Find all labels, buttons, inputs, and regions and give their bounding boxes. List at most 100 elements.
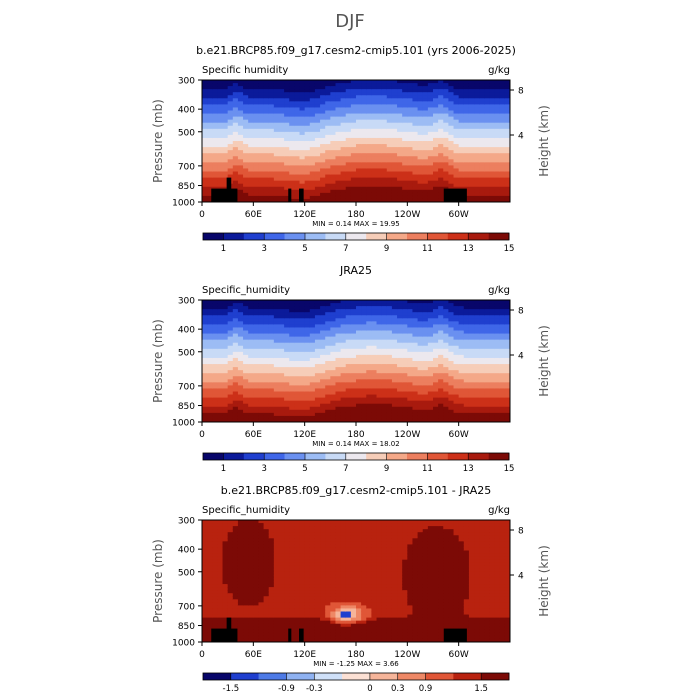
heatmap-cell [325,128,331,133]
heatmap-cell [371,125,378,130]
heatmap-cell [484,86,491,90]
heatmap-cell [304,125,311,130]
heatmap-cell [248,306,254,310]
heatmap-cell [371,162,378,166]
heatmap-cell [222,376,229,380]
heatmap-cell [325,107,331,112]
heatmap-cell [237,195,244,200]
heatmap-cell [289,86,295,90]
heatmap-cell [427,165,434,170]
heatmap-cell [417,382,424,386]
heatmap-cell [304,318,311,322]
heatmap-cell [212,153,218,157]
heatmap-cell [391,354,398,359]
heatmap-cell [468,370,475,374]
heatmap-cell [448,119,455,124]
heatmap-cell [371,171,378,176]
heatmap-cell [299,357,306,362]
heatmap-cell [289,391,295,396]
heatmap-cell [412,312,419,316]
heatmap-cell [325,144,331,148]
heatmap-cell [314,104,321,109]
heatmap-cell [309,333,316,338]
heatmap-cell [407,131,414,136]
heatmap-cell [202,626,208,631]
heatmap-cell [386,150,393,154]
heatmap-cell [453,165,460,170]
heatmap-cell [453,122,460,127]
heatmap-cell [350,180,357,185]
heatmap-cell [253,147,260,151]
heatmap-cell [463,354,470,359]
heatmap-cell [356,171,362,176]
heatmap-cell [212,590,218,594]
heatmap-cell [504,333,510,338]
heatmap-cell [366,397,372,402]
heatmap-cell [263,89,270,93]
heatmap-cell [438,373,444,377]
heatmap-cell [448,351,455,356]
heatmap-cell [258,147,265,151]
heatmap-cell [474,345,480,350]
heatmap-cell [407,364,414,368]
heatmap-cell [366,388,372,393]
heatmap-cell [479,95,485,99]
heatmap-cell [232,86,239,90]
heatmap-cell [217,394,224,399]
heatmap-cell [376,397,383,402]
heatmap-cell [479,183,485,188]
heatmap-cell [458,128,465,133]
heatmap-cell [232,165,239,170]
heatmap-cell [474,83,480,87]
heatmap-cell [309,409,316,414]
heatmap-cell [263,131,270,136]
heatmap-cell [237,150,244,154]
heatmap-cell [458,171,465,176]
heatmap-cell [463,351,470,356]
heatmap-cell [253,382,260,386]
heatmap-cell [325,95,331,99]
heatmap-cell [381,144,388,148]
heatmap-cell [407,101,414,105]
heatmap-cell [448,95,455,99]
heatmap-cell [294,306,301,310]
heatmap-cell [217,116,224,121]
heatmap-cell [448,171,455,176]
heatmap-cell [330,367,337,371]
heatmap-cell [417,342,424,347]
heatmap-cell [217,333,224,338]
heatmap-cell [330,189,337,194]
heatmap-cell [412,318,419,322]
heatmap-cell [479,327,485,332]
variable-label: Specific_humidity [202,505,290,516]
heatmap-cell [417,168,424,173]
heatmap-cell [340,406,347,411]
heatmap-cell [453,168,460,173]
heatmap-cell [207,412,213,417]
heatmap-cell [237,367,244,371]
heatmap-cell [433,357,439,362]
heatmap-cell [494,409,501,414]
heatmap-cell [402,315,408,319]
heatmap-cell [381,361,388,365]
heatmap-cell [376,342,383,347]
heatmap-cell [422,104,429,109]
heatmap-cell [463,150,470,154]
heatmap-cell [320,348,326,353]
heatmap-cell [484,397,491,402]
heatmap-cell [433,391,439,396]
heatmap-cell [397,144,403,148]
heatmap-cell [448,153,455,157]
heatmap-cell [402,361,408,365]
heatmap-cell [299,95,306,99]
heatmap-cell [212,113,218,118]
heatmap-cell [479,125,485,130]
heatmap-cell [468,373,475,377]
heatmap-cell [422,168,429,173]
heatmap-cell [489,373,496,377]
heatmap-cell [350,330,357,335]
heatmap-cell [479,330,485,335]
heatmap-cell [273,409,280,414]
heatmap-cell [361,394,367,399]
units-label: g/kg [488,285,510,296]
